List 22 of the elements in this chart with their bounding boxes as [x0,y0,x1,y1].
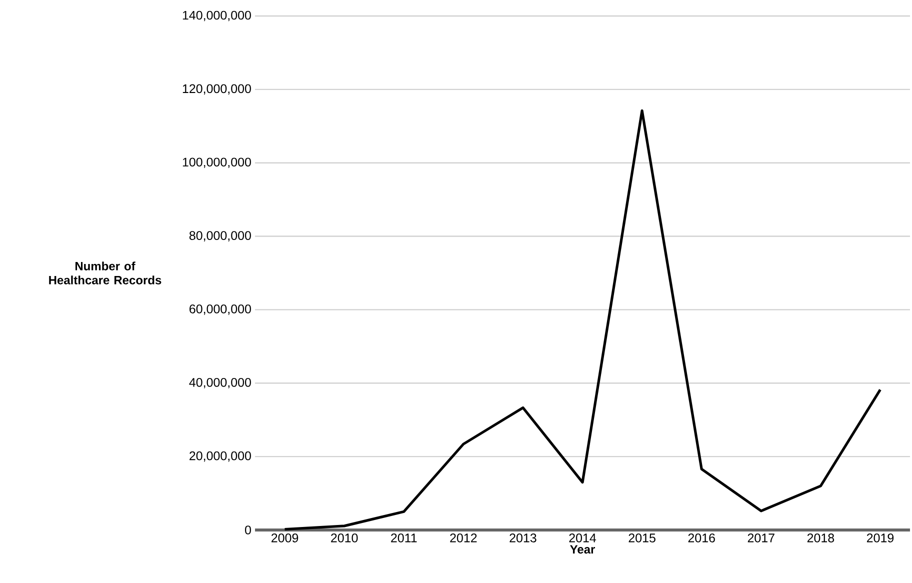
x-tick-label: 2016 [688,534,715,542]
x-tick-label: 2010 [331,534,358,542]
y-tick-label: 20,000,000 [190,451,251,462]
y-tick-label: 100,000,000 [182,158,251,168]
x-tick-label: 2015 [628,534,656,542]
x-tick-label: 2017 [748,534,774,542]
y-tick-label: 40,000,000 [189,378,251,388]
x-tick-label: 2018 [807,534,834,542]
x-tick-label: 2014 [569,534,596,542]
x-axis-title: Year [570,545,595,554]
y-tick-label: 80,000,000 [189,231,251,242]
y-tick-label: 120,000,000 [182,84,251,95]
x-tick-label: 2019 [866,534,894,542]
y-tick-label: 60,000,000 [190,304,251,315]
x-tick-label: 2012 [450,534,477,542]
x-tick-label: 2013 [510,534,536,542]
line-series [283,109,882,531]
x-tick-label: 2009 [272,534,298,542]
y-tick-label: 0 [245,526,251,534]
y-tick-label: 140,000,000 [182,10,251,22]
y-axis-title: Number of Healthcare Records [49,262,162,284]
x-tick-label: 2011 [391,534,417,542]
